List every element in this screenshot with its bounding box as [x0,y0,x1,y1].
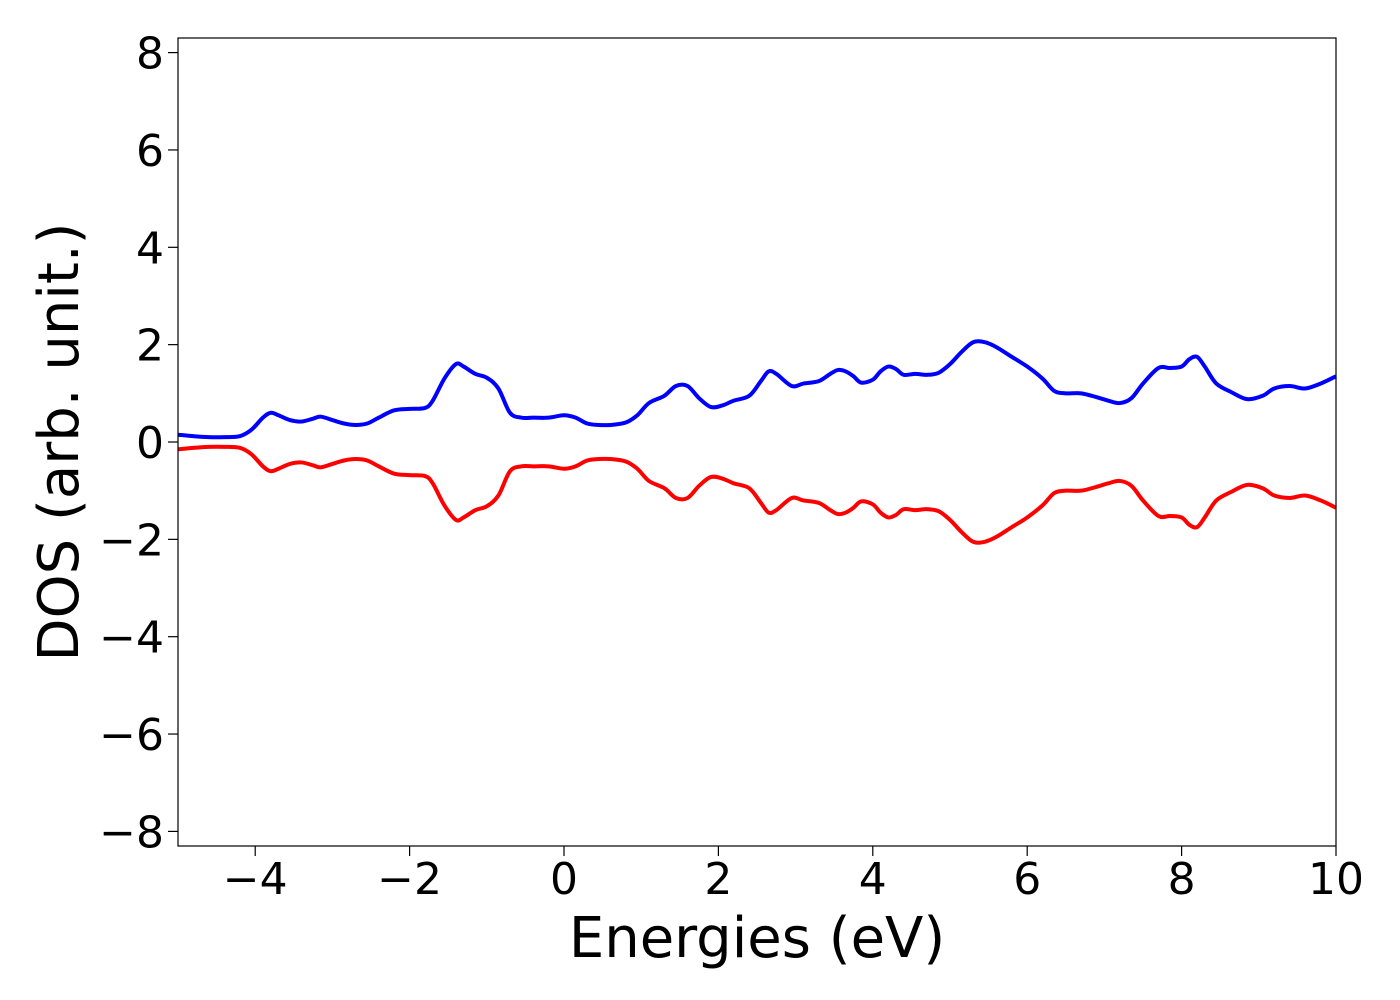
y-tick-label: −4 [99,613,164,664]
y-tick-label: 4 [136,223,164,274]
y-tick-label: −8 [99,807,164,858]
x-tick-label: 10 [1308,854,1364,905]
plot-frame [177,37,1337,847]
series-line-0 [177,339,1337,440]
x-tick-label: 0 [550,854,578,905]
y-tick-label: 8 [136,29,164,80]
y-tick-label: 0 [136,418,164,469]
x-tick-label: −4 [223,854,288,905]
y-tick-label: 6 [136,126,164,177]
y-axis-label: DOS (arb. unit.) [27,222,92,661]
y-tick-label: −6 [99,710,164,761]
y-tick-label: 2 [136,321,164,372]
x-tick-label: 2 [704,854,732,905]
x-tick-label: −2 [377,854,442,905]
y-tick-label: −2 [99,515,164,566]
ticks-layer: −4 −2 0 2 4 6 8 10 −8 −6 −4 −2 0 2 4 6 8 [99,29,1364,905]
x-tick-label: 4 [859,854,887,905]
x-axis-label: Energies (eV) [569,906,945,971]
x-tick-label: 8 [1168,854,1196,905]
series-layer [177,339,1337,545]
x-tick-label: 6 [1013,854,1041,905]
series-line-1 [177,444,1337,545]
